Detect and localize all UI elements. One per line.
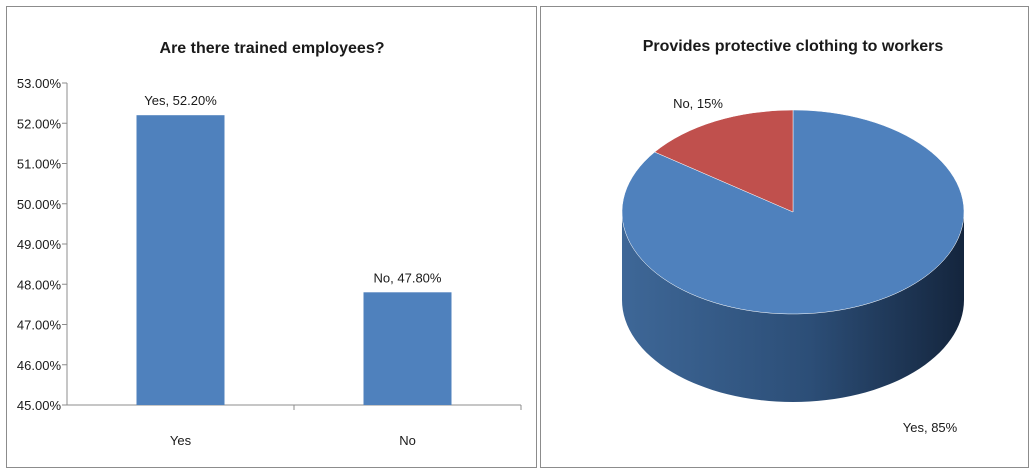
bar-chart-title: Are there trained employees? xyxy=(160,40,385,57)
bar-data-label: Yes, 52.20% xyxy=(144,93,217,108)
y-tick-label: 46.00% xyxy=(17,358,62,373)
bar-chart: Are there trained employees? 45.00% 46.00… xyxy=(17,40,522,448)
y-tick-label: 52.00% xyxy=(17,116,62,131)
bar-chart-categories: Yes No xyxy=(170,405,522,448)
y-tick-label: 45.00% xyxy=(17,398,62,413)
y-tick-label: 48.00% xyxy=(17,277,62,292)
pie-slice-no xyxy=(654,109,794,213)
y-tick-label: 53.00% xyxy=(17,76,62,91)
bar-chart-panel: Are there trained employees? 45.00% 46.00… xyxy=(6,6,537,468)
pie-chart-data-labels: Yes, 85% No, 15% xyxy=(673,96,958,435)
bar-chart-axes xyxy=(66,83,521,406)
bar-chart-y-ticks: 45.00% 46.00% 47.00% 48.00% 49.00% 50.00% 51.0… xyxy=(17,76,67,413)
pie-chart: Provides protective clothing to workers … xyxy=(621,38,965,435)
y-tick-label: 49.00% xyxy=(17,237,62,252)
bar-yes xyxy=(136,115,225,405)
bar-data-label: No, 47.80% xyxy=(374,270,442,285)
pie-slice-yes xyxy=(621,109,965,315)
pie-chart-panel: Provides protective clothing to workers … xyxy=(540,6,1029,468)
y-tick-label: 51.00% xyxy=(17,157,62,172)
pie-data-label: No, 15% xyxy=(673,96,723,111)
pie-chart-slices xyxy=(621,109,965,402)
x-category-label: Yes xyxy=(170,433,192,448)
bar-no xyxy=(363,292,452,405)
x-category-label: No xyxy=(399,433,416,448)
y-tick-label: 47.00% xyxy=(17,318,62,333)
y-tick-label: 50.00% xyxy=(17,197,62,212)
pie-side-yes xyxy=(622,212,964,402)
pie-chart-title: Provides protective clothing to workers xyxy=(643,38,944,55)
bar-chart-bars: Yes, 52.20% No, 47.80% xyxy=(136,93,452,405)
pie-data-label: Yes, 85% xyxy=(903,420,958,435)
